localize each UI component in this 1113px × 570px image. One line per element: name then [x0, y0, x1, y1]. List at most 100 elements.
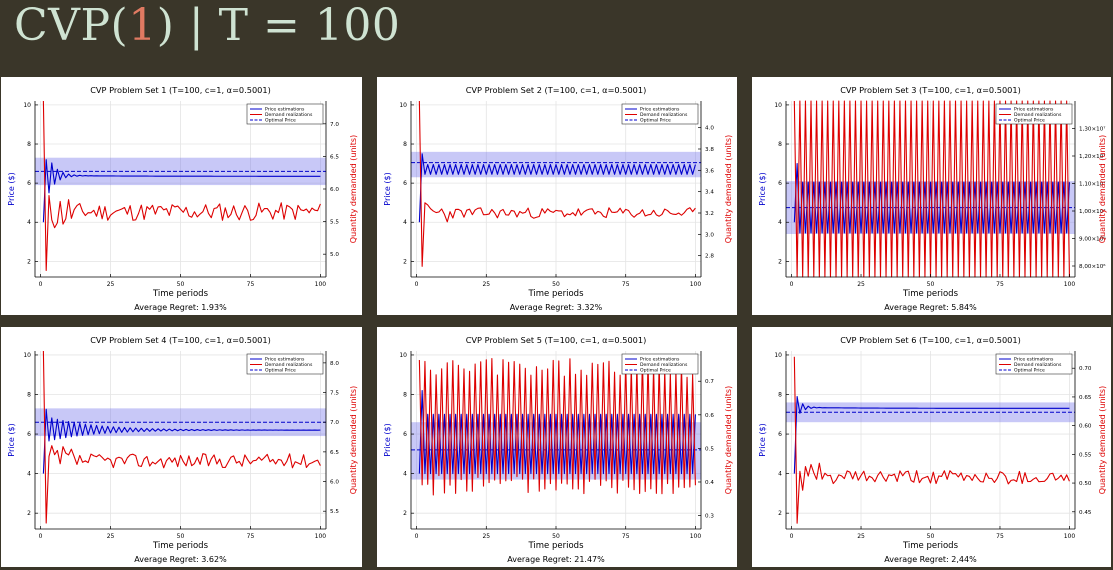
y-left-tick-label: 6 — [403, 431, 407, 438]
x-tick-label: 0 — [415, 533, 419, 540]
y-left-tick-label: 4 — [403, 219, 407, 226]
title-suffix: ) | T = 100 — [156, 0, 401, 51]
y-left-tick-label: 6 — [27, 180, 31, 187]
page-title: CVP(1) | T = 100 — [14, 0, 400, 52]
y-axis-left-label: Price ($) — [758, 172, 767, 205]
y-axis-left-label: Price ($) — [7, 423, 16, 456]
y-right-tick-label: 3.0 — [705, 232, 714, 238]
price-estimations-line — [42, 159, 321, 223]
chart-panel-2: CVP Problem Set 2 (T=100, c=1, α=0.5001)… — [377, 77, 737, 315]
y-left-tick-label: 10 — [774, 102, 782, 109]
x-tick-label: 50 — [552, 281, 560, 288]
y-right-tick-label: 5.0 — [330, 252, 339, 258]
y-left-tick-label: 8 — [27, 392, 31, 399]
chart-panel-4: CVP Problem Set 4 (T=100, c=1, α=0.5001)… — [1, 327, 362, 567]
chart-title: CVP Problem Set 3 (T=100, c=1, α=0.5001) — [840, 85, 1021, 95]
demand-realizations-line — [42, 100, 321, 272]
x-tick-label: 100 — [690, 281, 702, 288]
y-right-tick-label: 7.0 — [330, 122, 339, 128]
legend-box — [246, 103, 324, 125]
x-tick-label: 25 — [482, 533, 490, 540]
title-highlight: 1 — [128, 0, 157, 51]
x-axis-label: Time periods — [527, 289, 584, 299]
legend-box — [621, 103, 699, 125]
demand-realizations-line — [42, 350, 321, 524]
x-tick-label: 0 — [790, 533, 794, 540]
chart-3-svg: CVP Problem Set 3 (T=100, c=1, α=0.5001)… — [758, 85, 1107, 312]
demand-realizations-line — [418, 357, 696, 496]
chart-4-svg: CVP Problem Set 4 (T=100, c=1, α=0.5001)… — [7, 335, 358, 564]
y-left-tick-label: 10 — [399, 352, 407, 359]
x-tick-label: 25 — [857, 533, 865, 540]
y-right-tick-label: 3.6 — [705, 168, 714, 174]
x-tick-label: 75 — [247, 281, 255, 288]
legend-entry-optimal-label: Optimal Price — [265, 368, 296, 374]
x-tick-label: 75 — [996, 281, 1004, 288]
x-axis-label: Time periods — [527, 541, 584, 551]
y-axis-right-label: Quantity demanded (units) — [724, 386, 733, 494]
y-left-tick-label: 8 — [403, 141, 407, 148]
y-left-tick-label: 8 — [403, 392, 407, 399]
y-left-tick-label: 6 — [403, 180, 407, 187]
price-estimations-line — [42, 408, 321, 474]
chart-panel-3: CVP Problem Set 3 (T=100, c=1, α=0.5001)… — [752, 77, 1111, 315]
average-regret-label: Average Regret: 1.93% — [134, 303, 227, 312]
y-right-tick-label: 5.5 — [330, 220, 339, 226]
y-right-tick-label: 4.0 — [705, 126, 714, 132]
y-left-tick-label: 4 — [27, 219, 31, 226]
legend-entry-demand-label: Demand realizations — [265, 362, 313, 368]
x-tick-label: 25 — [857, 281, 865, 288]
x-tick-label: 100 — [315, 533, 327, 540]
x-tick-label: 50 — [177, 533, 185, 540]
price-estimations-line — [793, 395, 1070, 474]
y-axis-right-label: Quantity demanded (units) — [1098, 135, 1107, 243]
y-right-tick-label: 0.50 — [1079, 481, 1092, 487]
legend-box — [995, 353, 1073, 375]
x-tick-label: 25 — [107, 533, 115, 540]
legend-entry-optimal-label: Optimal Price — [640, 118, 671, 124]
legend-entry-price-label: Price estimations — [265, 107, 305, 113]
legend-entry-demand-label: Demand realizations — [265, 112, 313, 118]
average-regret-label: Average Regret: 2,44% — [884, 555, 977, 564]
x-tick-label: 50 — [927, 281, 935, 288]
y-left-tick-label: 2 — [403, 258, 407, 265]
chart-2-svg: CVP Problem Set 2 (T=100, c=1, α=0.5001)… — [383, 85, 733, 312]
legend-entry-optimal-label: Optimal Price — [1014, 368, 1045, 374]
chart-6-svg: CVP Problem Set 6 (T=100, c=1, α=0.5001)… — [758, 335, 1107, 564]
y-axis-left-label: Price ($) — [7, 172, 16, 205]
x-tick-label: 75 — [996, 533, 1004, 540]
y-right-tick-label: 1,20×10⁷ — [1079, 153, 1106, 160]
y-right-tick-label: 0.55 — [1079, 452, 1092, 458]
chart-title: CVP Problem Set 1 (T=100, c=1, α=0.5001) — [90, 85, 271, 95]
y-left-tick-label: 2 — [403, 510, 407, 517]
x-tick-label: 75 — [247, 533, 255, 540]
y-left-tick-label: 2 — [27, 258, 31, 265]
y-right-tick-label: 0.70 — [1079, 366, 1092, 372]
y-right-tick-label: 6.0 — [330, 187, 339, 193]
legend-box — [246, 353, 324, 375]
y-left-tick-label: 8 — [27, 141, 31, 148]
legend-entry-optimal-label: Optimal Price — [1014, 118, 1045, 124]
y-left-tick-label: 4 — [403, 471, 407, 478]
x-tick-label: 100 — [1064, 281, 1076, 288]
y-right-tick-label: 0.45 — [1079, 510, 1092, 516]
chart-title: CVP Problem Set 5 (T=100, c=1, α=0.5001) — [466, 335, 647, 345]
demand-realizations-line — [793, 100, 1070, 278]
demand-realizations-line — [793, 356, 1070, 524]
y-right-tick-label: 0.60 — [1079, 424, 1092, 430]
chart-title: CVP Problem Set 2 (T=100, c=1, α=0.5001) — [466, 85, 647, 95]
x-tick-label: 25 — [482, 281, 490, 288]
x-axis-label: Time periods — [902, 541, 959, 551]
legend-entry-price-label: Price estimations — [1014, 107, 1054, 113]
y-right-tick-label: 6.0 — [330, 480, 339, 486]
y-right-tick-label: 3.8 — [705, 147, 714, 153]
title-prefix: CVP( — [14, 0, 129, 51]
y-left-tick-label: 6 — [778, 180, 782, 187]
legend-entry-demand-label: Demand realizations — [640, 112, 688, 118]
chart-title: CVP Problem Set 6 (T=100, c=1, α=0.5001) — [840, 335, 1021, 345]
average-regret-label: Average Regret: 3.32% — [510, 303, 603, 312]
y-right-tick-label: 9,00×10⁶ — [1079, 236, 1106, 243]
y-right-tick-label: 0.65 — [1079, 395, 1092, 401]
legend-entry-demand-label: Demand realizations — [1014, 112, 1062, 118]
y-left-tick-label: 6 — [27, 431, 31, 438]
